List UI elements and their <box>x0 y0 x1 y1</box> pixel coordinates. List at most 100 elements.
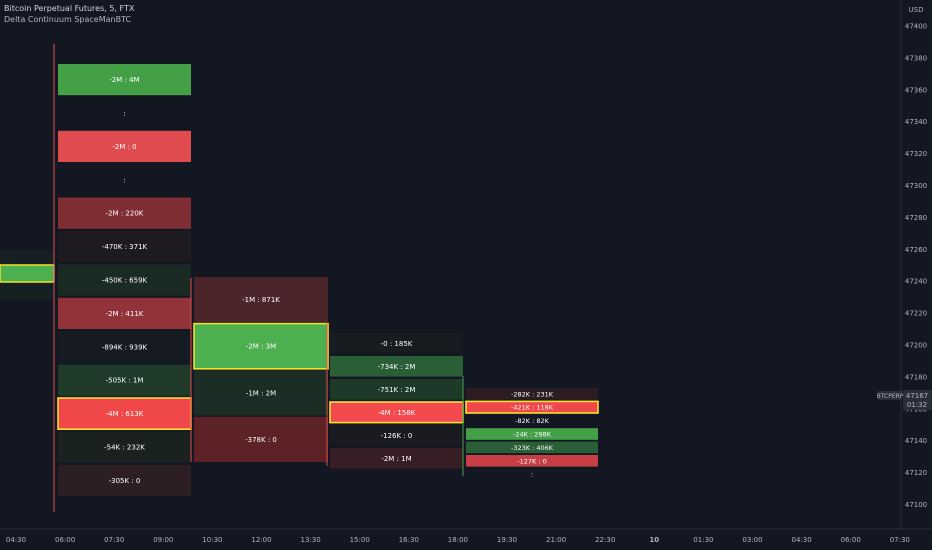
heatmap-cell <box>466 388 598 400</box>
x-tick-label: 06:00 <box>55 536 75 544</box>
heatmap-cell <box>330 379 463 400</box>
currency-label: USD <box>909 6 924 14</box>
heatmap-cell <box>194 277 328 323</box>
cell-label: : <box>531 471 533 479</box>
heatmap-cell <box>58 264 191 296</box>
prior-segment-layer <box>0 250 55 300</box>
heatmap-cell <box>58 231 191 263</box>
cell-label: -378K : 0 <box>245 436 277 444</box>
heatmap-cell <box>193 322 329 370</box>
x-tick-label: 03:00 <box>742 536 762 544</box>
cell-label: -127K : 0 <box>517 457 546 465</box>
cell-label: -894K : 939K <box>102 343 148 351</box>
y-tick-label: 47340 <box>905 118 927 126</box>
time-axis[interactable]: 04:30 06:00 07:30 09:00 10:30 12:00 13:30 15:00… <box>6 536 910 544</box>
heatmap-cell <box>58 464 191 496</box>
heatmap-cell <box>330 425 463 446</box>
cell-label: -1M : 871K <box>242 296 280 304</box>
symbol-tag-bg <box>878 391 902 400</box>
y-tick-label: 47260 <box>905 246 927 254</box>
x-tick-label: 15:00 <box>350 536 370 544</box>
heatmap-cell <box>466 468 598 480</box>
heatmap-cell <box>465 400 599 414</box>
y-tick-label: 47280 <box>905 214 927 222</box>
heatmap-cells: -2M : 4M: -2M : 0: -2M : 220K -470K : 371K -… <box>57 64 599 496</box>
x-tick-label: 10:30 <box>202 536 222 544</box>
y-tick-label: 47320 <box>905 150 927 158</box>
y-tick-label: 47400 <box>905 23 927 31</box>
countdown-tag: 01:32 <box>907 401 927 409</box>
x-tick-label: 10 <box>649 536 659 544</box>
cell-label: : <box>123 176 125 184</box>
cell-label: -282K : 231K <box>511 390 554 398</box>
heatmap-cell <box>58 197 191 229</box>
cell-label: -305K : 0 <box>109 477 141 485</box>
y-tick-label: 47300 <box>905 182 927 190</box>
x-tick-label: 21:00 <box>546 536 566 544</box>
heatmap-cell <box>330 448 463 469</box>
x-tick-label: 01:30 <box>693 536 713 544</box>
cell-label: -54K : 232K <box>104 444 145 452</box>
last-price-label: BTCPERP 47167 01:32 <box>877 390 932 410</box>
heatmap-cell <box>466 441 598 454</box>
session-markers <box>53 44 464 512</box>
cell-label: -0 : 185K <box>381 340 413 348</box>
x-tick-label: 18:00 <box>448 536 468 544</box>
cell-label: -82K : 82K <box>515 417 549 425</box>
x-tick-label: 16:30 <box>399 536 419 544</box>
cell-label: -4M : 613K <box>106 410 144 418</box>
x-tick-label: 19:30 <box>497 536 517 544</box>
y-tick-label: 47360 <box>905 86 927 94</box>
heatmap-cell <box>58 431 191 463</box>
symbol-tag: BTCPERP <box>877 393 904 400</box>
heatmap-cell <box>466 414 598 427</box>
cell-label: -323K : 406K <box>511 444 554 452</box>
cell-label: -2M : 4M <box>109 76 139 84</box>
cell-label: -470K : 371K <box>102 243 148 251</box>
cell-label: -2M : 0 <box>112 143 136 151</box>
cell-label: -4M : 158K <box>378 409 416 417</box>
heatmap-cell <box>194 370 328 416</box>
x-tick-label: 07:30 <box>104 536 124 544</box>
y-tick-label: 47180 <box>905 373 927 381</box>
cell-label: -2M : 1M <box>381 455 411 463</box>
x-tick-label: 13:30 <box>301 536 321 544</box>
price-tag: 47167 <box>906 392 928 400</box>
y-tick-label: 47120 <box>905 469 927 477</box>
heatmap-cell <box>194 416 328 462</box>
heatmap-cell <box>466 455 598 467</box>
heatmap-cell <box>58 331 191 363</box>
heatmap-cell <box>330 356 463 377</box>
heatmap-cell <box>58 97 191 129</box>
cell-label: -2M : 411K <box>106 310 144 318</box>
prior-cell <box>0 264 55 283</box>
y-tick-label: 47140 <box>905 437 927 445</box>
y-tick-label: 47200 <box>905 342 927 350</box>
y-tick-label: 47220 <box>905 310 927 318</box>
cell-label: -421K : 118K <box>511 404 554 412</box>
heatmap-cell <box>58 364 191 396</box>
y-tick-label: 47240 <box>905 278 927 286</box>
cell-label: -2M : 220K <box>106 210 144 218</box>
cell-label: -450K : 659K <box>102 277 148 285</box>
heatmap-cell <box>466 428 598 440</box>
cell-label: -734K : 2M <box>378 363 416 371</box>
cell-label: -751K : 2M <box>378 386 416 394</box>
y-tick-label: 47100 <box>905 501 927 509</box>
chart-title: Bitcoin Perpetual Futures, 5, FTX <box>4 4 135 13</box>
cell-label: : <box>123 110 125 118</box>
y-tick-label: 47380 <box>905 54 927 62</box>
heatmap-cell <box>58 64 191 96</box>
x-tick-label: 09:00 <box>153 536 173 544</box>
x-tick-label: 07:30 <box>890 536 910 544</box>
heatmap-cell <box>58 297 191 329</box>
cell-label: -2M : 3M <box>246 343 276 351</box>
x-tick-label: 04:30 <box>792 536 812 544</box>
x-tick-label: 04:30 <box>6 536 26 544</box>
cell-label: -24K : 298K <box>513 431 552 439</box>
indicator-name: Delta Continuum SpaceManBTC <box>4 15 132 24</box>
x-tick-label: 22:30 <box>595 536 615 544</box>
x-tick-label: 06:00 <box>841 536 861 544</box>
price-tag-bg <box>903 390 932 410</box>
